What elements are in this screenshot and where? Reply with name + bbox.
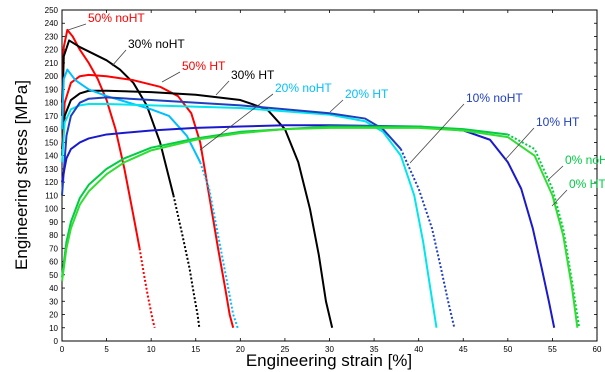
series-label: 50% noHT	[88, 11, 145, 25]
series-line	[61, 96, 402, 196]
label-leader-line	[504, 127, 535, 161]
y-tick-label: 210	[45, 59, 59, 68]
y-tick-label: 40	[49, 284, 58, 293]
y-tick-label: 0	[54, 337, 59, 346]
series-line-dotted-tail	[172, 195, 201, 328]
y-tick-label: 60	[49, 258, 58, 267]
y-tick-label: 180	[45, 99, 59, 108]
x-tick-label: 20	[236, 345, 245, 354]
y-tick-label: 110	[45, 191, 58, 200]
y-tick-label: 80	[49, 231, 58, 240]
x-axis-ticks: 0 5 10 15 20 25 30 35 40 45 50 55 60	[60, 10, 602, 354]
y-tick-label: 160	[45, 125, 59, 134]
x-tick-label: 55	[548, 345, 557, 354]
x-tick-label: 45	[459, 345, 468, 354]
series-line-dotted-tail	[507, 133, 581, 328]
y-tick-label: 230	[45, 32, 59, 41]
series-line-dotted-tail	[399, 148, 456, 328]
series-label: 20% noHT	[275, 81, 332, 95]
y-tick-label: 200	[45, 72, 59, 81]
label-leader-line	[67, 23, 87, 31]
series-label: 30% noHT	[128, 37, 185, 51]
label-leader-line	[199, 93, 274, 151]
label-leader-line	[329, 99, 344, 113]
plot-area	[61, 9, 598, 342]
y-tick-label: 130	[45, 165, 59, 174]
y-tick-label: 220	[45, 46, 59, 55]
series-line	[61, 103, 438, 328]
y-tick-label: 70	[49, 244, 58, 253]
label-leader-line	[215, 80, 230, 96]
x-tick-label: 60	[593, 345, 602, 354]
y-tick-label: 10	[49, 324, 58, 333]
x-tick-label: 50	[503, 345, 512, 354]
series-line	[61, 125, 508, 278]
x-tick-label: 5	[104, 345, 109, 354]
series-label: 0% noHT	[565, 153, 605, 167]
series-label: 20% HT	[345, 87, 389, 101]
x-tick-label: 10	[147, 345, 156, 354]
x-tick-label: 25	[280, 345, 289, 354]
series-line-dotted-tail	[138, 248, 156, 329]
label-leader-line	[111, 49, 127, 67]
label-leader-line	[409, 103, 465, 164]
y-tick-label: 190	[45, 85, 59, 94]
x-tick-label: 35	[370, 345, 379, 354]
y-axis-ticks: 0 10 20 30 40 50 60 70 80 90 100 110 120 130 140 150 160…	[45, 6, 597, 346]
x-tick-label: 40	[414, 345, 423, 354]
y-tick-label: 250	[45, 6, 59, 15]
y-axis-title: Engineering stress [MPa]	[12, 80, 31, 270]
y-tick-label: 150	[45, 138, 59, 147]
series-line	[61, 89, 334, 328]
y-tick-label: 170	[45, 112, 59, 121]
y-tick-label: 20	[49, 311, 58, 320]
y-tick-label: 140	[45, 152, 59, 161]
label-leader-line	[551, 189, 568, 207]
x-axis-title: Engineering strain [%]	[246, 351, 412, 370]
series-line	[61, 124, 556, 328]
y-tick-label: 100	[45, 205, 59, 214]
label-leader-line	[547, 165, 564, 181]
series-layer	[61, 28, 581, 329]
series-line	[61, 39, 175, 196]
y-tick-label: 90	[49, 218, 58, 227]
label-leader-line	[161, 71, 181, 83]
series-label: 10% noHT	[466, 91, 523, 105]
series-label: 10% HT	[536, 115, 580, 129]
series-line	[61, 68, 202, 163]
y-tick-label: 120	[45, 178, 59, 187]
series-label: 0% HT	[569, 177, 605, 191]
y-tick-label: 240	[45, 19, 59, 28]
series-label: 50% HT	[182, 59, 226, 73]
x-tick-label: 0	[60, 345, 65, 354]
x-tick-label: 15	[191, 345, 200, 354]
y-tick-label: 30	[49, 297, 58, 306]
y-tick-label: 50	[49, 271, 58, 280]
series-line	[61, 28, 141, 249]
x-tick-label: 30	[325, 345, 334, 354]
series-label: 30% HT	[231, 68, 275, 82]
series-line	[61, 126, 579, 328]
